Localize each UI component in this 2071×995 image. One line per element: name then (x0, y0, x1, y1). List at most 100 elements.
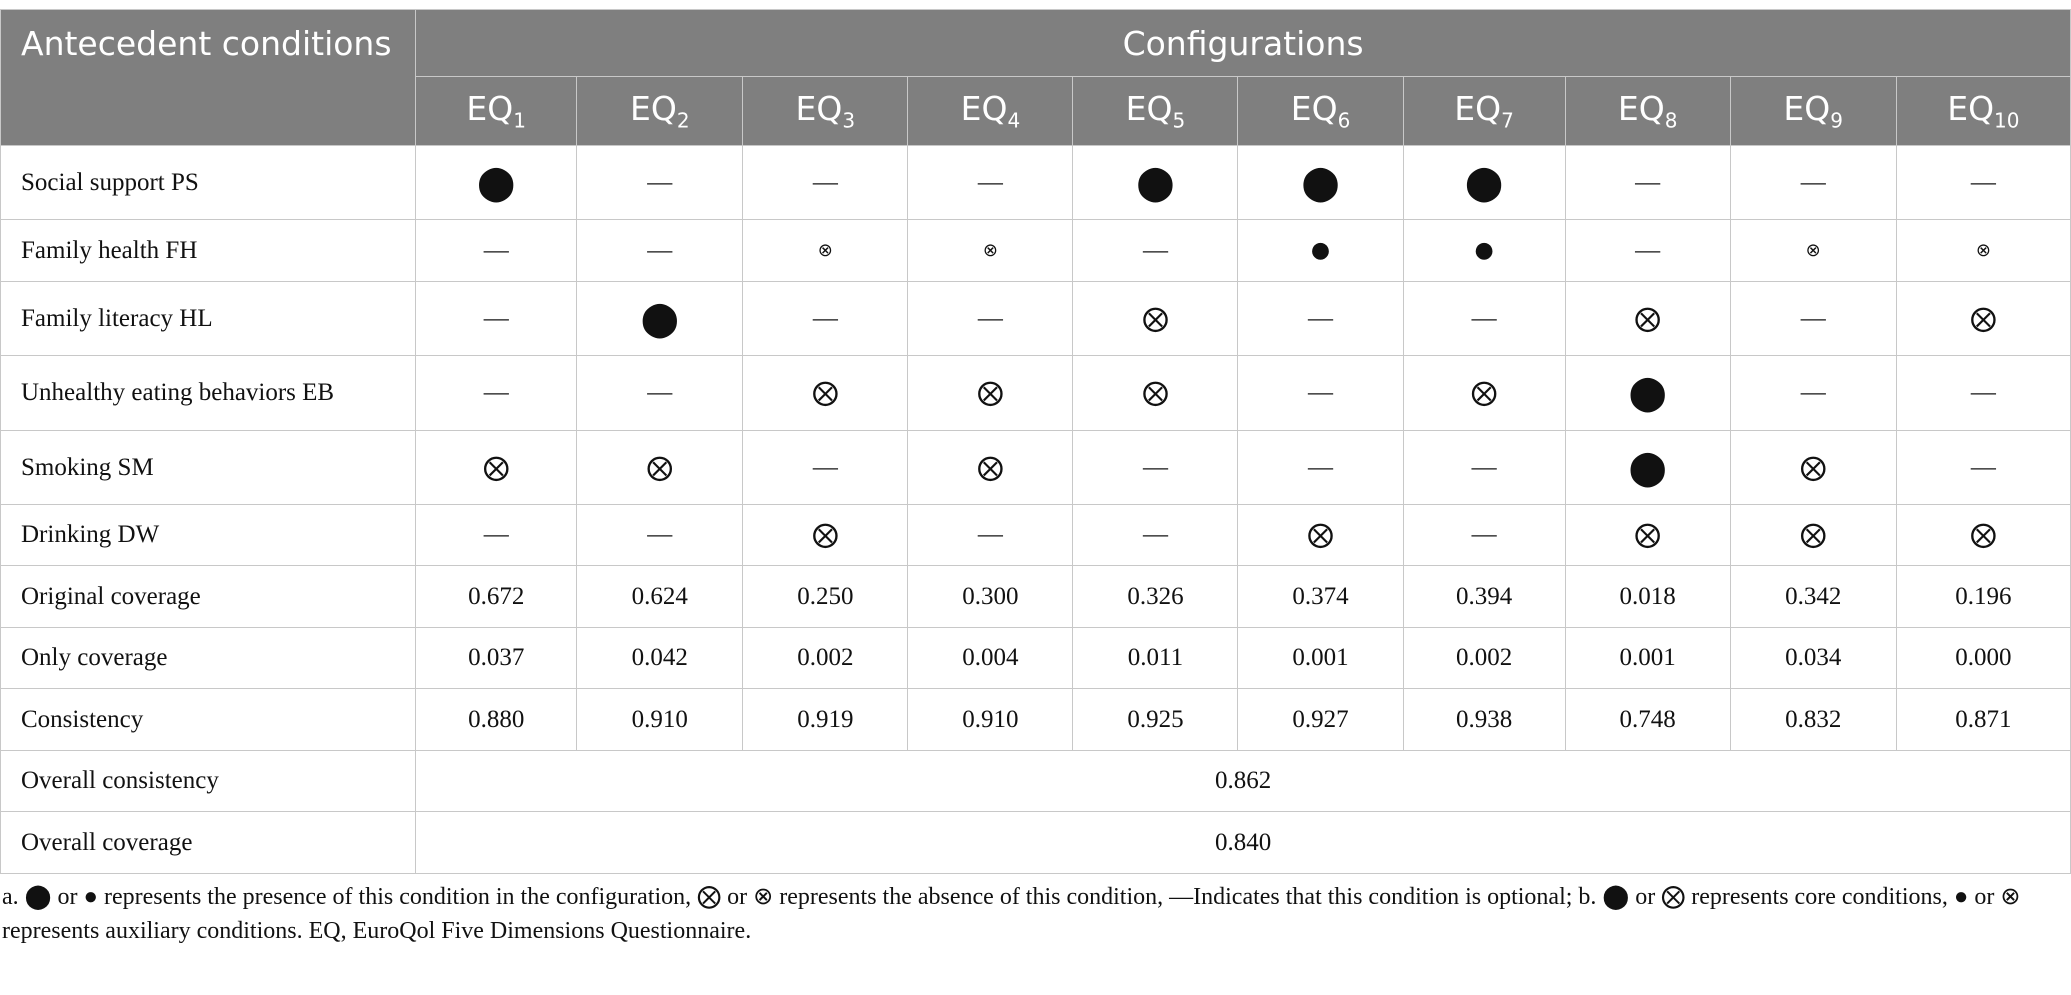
cell: 0.832 (1729, 688, 1897, 751)
cell: ⨂ (907, 430, 1074, 505)
cell: ⨂ (1729, 504, 1897, 566)
cell: 0.880 (415, 688, 578, 751)
column-header: EQ2 (576, 76, 744, 146)
column-sub: 1 (513, 108, 526, 133)
corner-header: Antecedent conditions (0, 9, 417, 146)
column-header: EQ10 (1895, 76, 2071, 146)
column-header: EQ1 (415, 76, 578, 146)
cell: — (1402, 430, 1566, 505)
cell: 0.925 (1072, 688, 1239, 751)
row-label: Original coverage (0, 565, 417, 628)
cell: — (1564, 145, 1731, 220)
table-row: Social support PS ⬤ — — — ⬤ ⬤ ⬤ — — — (0, 145, 2071, 220)
row-label: Social support PS (0, 145, 417, 220)
cell: ⬤ (576, 281, 744, 356)
column-base: EQ (1290, 89, 1338, 129)
page: Antecedent conditions Configurations EQ1… (0, 9, 2071, 995)
column-base: EQ (466, 89, 514, 129)
group-header: Configurations (415, 9, 2071, 77)
cell: 0.927 (1237, 688, 1404, 751)
results-table: Antecedent conditions Configurations EQ1… (0, 9, 2071, 874)
cell: 0.001 (1564, 627, 1731, 689)
column-base: EQ (1617, 89, 1665, 129)
cell: ⊗ (1729, 219, 1897, 282)
column-header: EQ6 (1237, 76, 1404, 146)
column-base: EQ (629, 89, 677, 129)
cell: 0.672 (415, 565, 578, 628)
cell: ⨂ (1072, 355, 1239, 431)
cell: — (1729, 145, 1897, 220)
footnote: a. ⬤ or ● represents the presence of thi… (2, 884, 2021, 944)
row-label: Overall coverage (0, 811, 417, 874)
cell: — (415, 355, 578, 431)
column-header: EQ9 (1729, 76, 1897, 146)
row-label: Only coverage (0, 627, 417, 689)
cell: — (1072, 430, 1239, 505)
cell: — (415, 281, 578, 356)
cell: 0.000 (1895, 627, 2071, 689)
column-sub: 10 (1994, 108, 2020, 133)
cell: ⊗ (742, 219, 909, 282)
column-sub: 5 (1172, 108, 1186, 133)
column-header: EQ8 (1564, 76, 1731, 146)
column-base: EQ (960, 89, 1008, 129)
column-sub: 9 (1830, 108, 1843, 133)
cell: 0.624 (576, 565, 744, 628)
cell: — (907, 145, 1074, 220)
column-sub: 3 (842, 108, 856, 133)
cell: 0.002 (1402, 627, 1566, 689)
table-row: Only coverage 0.037 0.042 0.002 0.004 0.011 0.… (0, 627, 2071, 689)
cell: ⨂ (742, 355, 909, 431)
column-sub: 4 (1007, 108, 1021, 133)
column-header: EQ4 (907, 76, 1074, 146)
cell: 0.919 (742, 688, 909, 751)
cell: — (907, 281, 1074, 356)
cell: ● (1237, 219, 1404, 282)
cell: ⨂ (1564, 281, 1731, 356)
cell: ⨂ (1895, 504, 2071, 566)
cell: — (415, 219, 578, 282)
column-base: EQ (1125, 89, 1173, 129)
cell: 0.001 (1237, 627, 1404, 689)
cell: — (1895, 145, 2071, 220)
summary-row: Overall consistency 0.862 (0, 750, 2071, 812)
cell: — (415, 504, 578, 566)
cell: 0.002 (742, 627, 909, 689)
cell: — (742, 430, 909, 505)
cell: — (1402, 281, 1566, 356)
cell: ⨂ (1729, 430, 1897, 505)
cell: 0.034 (1729, 627, 1897, 689)
column-sub: 8 (1664, 108, 1678, 133)
cell: ⨂ (1402, 355, 1566, 431)
column-header: EQ5 (1072, 76, 1239, 146)
cell: — (1402, 504, 1566, 566)
column-sub: 2 (676, 108, 690, 133)
cell: 0.910 (907, 688, 1074, 751)
cell: 0.910 (576, 688, 744, 751)
summary-value: 0.862 (415, 750, 2071, 812)
column-base: EQ (795, 89, 843, 129)
cell: — (1072, 504, 1239, 566)
cell: ⬤ (415, 145, 578, 220)
summary-value: 0.840 (415, 811, 2071, 874)
cell: ⨂ (1895, 281, 2071, 356)
cell: 0.196 (1895, 565, 2071, 628)
cell: ⨂ (576, 430, 744, 505)
cell: ⨂ (907, 355, 1074, 431)
row-label: Overall consistency (0, 750, 417, 812)
cell: — (1895, 430, 2071, 505)
cell: 0.042 (576, 627, 744, 689)
cell: — (1237, 281, 1404, 356)
cell: 0.018 (1564, 565, 1731, 628)
cell: 0.394 (1402, 565, 1566, 628)
cell: 0.326 (1072, 565, 1239, 628)
cell: 0.871 (1895, 688, 2071, 751)
cell: — (1895, 355, 2071, 431)
cell: — (742, 281, 909, 356)
cell: ● (1402, 219, 1566, 282)
cell: — (576, 145, 744, 220)
cell: ⬤ (1237, 145, 1404, 220)
cell: — (1729, 281, 1897, 356)
cell: — (742, 145, 909, 220)
header-row: Antecedent conditions Configurations (0, 9, 2071, 146)
